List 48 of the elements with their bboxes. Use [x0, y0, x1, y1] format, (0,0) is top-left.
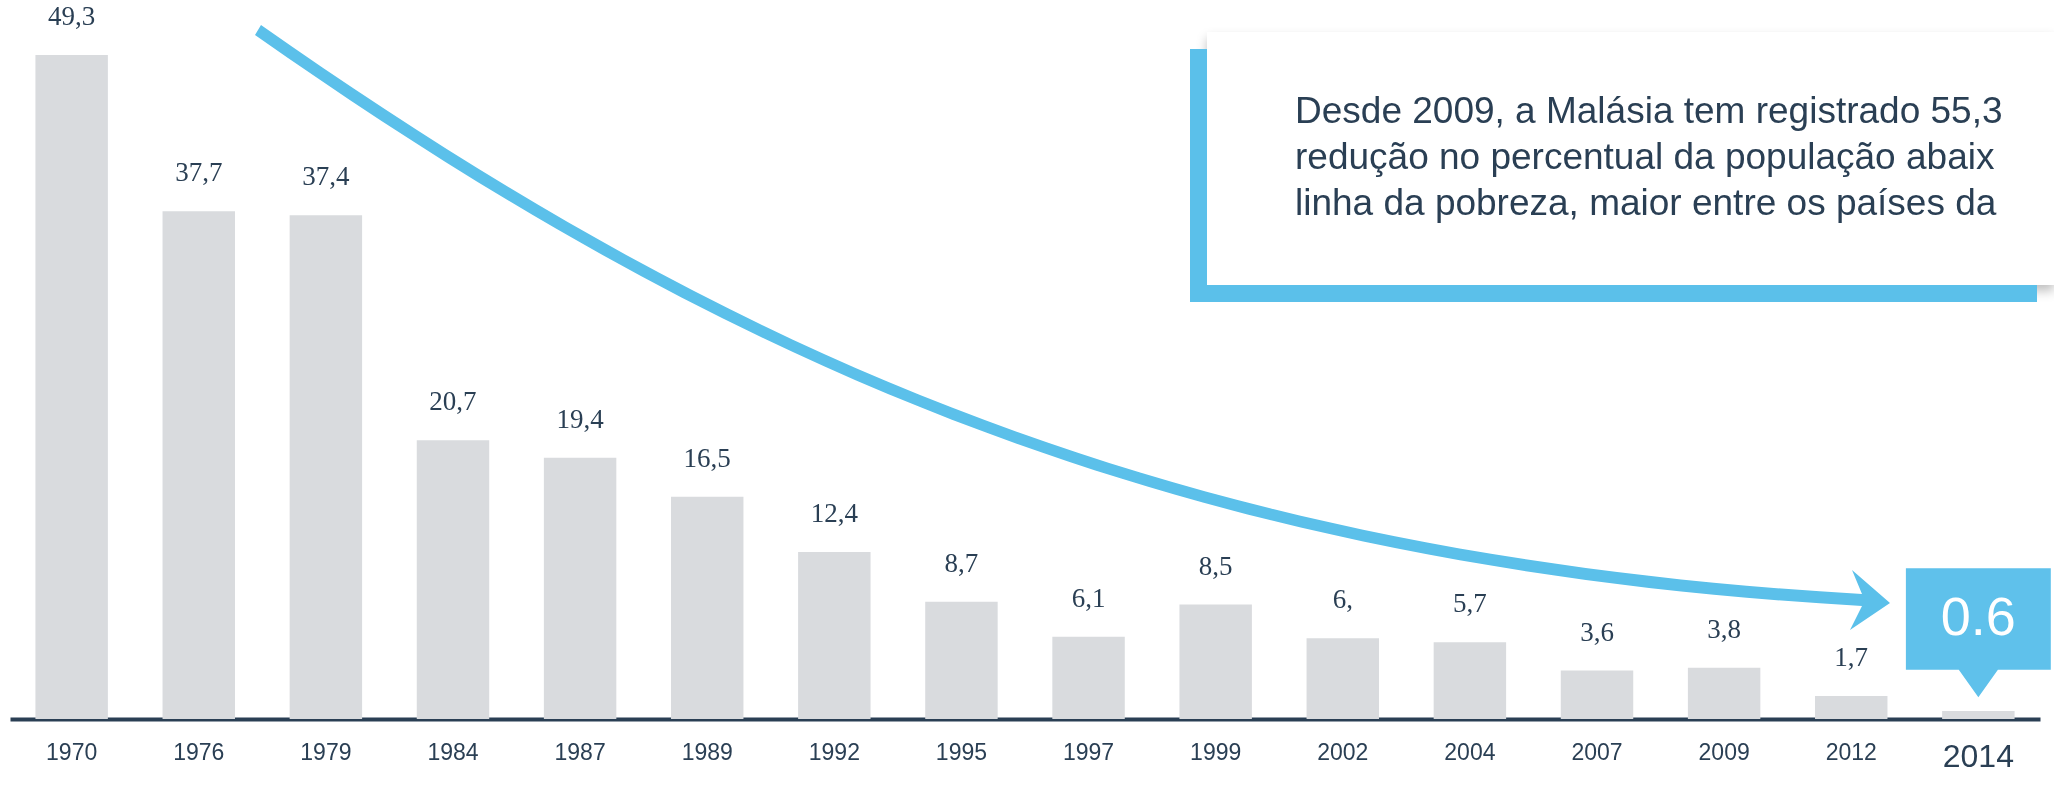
x-tick-label: 2012 [1825, 738, 1877, 765]
data-label: 5,7 [1453, 588, 1487, 619]
bar [162, 211, 235, 719]
data-label: 37,4 [302, 161, 350, 192]
x-tick-label: 2007 [1571, 738, 1623, 765]
x-tick-label: 1989 [681, 738, 733, 765]
bar [543, 457, 617, 719]
data-label: 20,7 [429, 386, 477, 417]
x-tick-label: 1979 [300, 738, 352, 765]
bar [416, 440, 490, 719]
x-tick-label: 1999 [1190, 738, 1242, 765]
x-tick-label: 1987 [554, 738, 606, 765]
data-label: 6,1 [1071, 582, 1106, 613]
bar [1052, 636, 1125, 719]
annotation: 0.6 [1940, 585, 2016, 646]
data-label: 37,7 [175, 157, 223, 188]
bar [1815, 696, 1888, 719]
x-tick-label: 2004 [1444, 738, 1496, 765]
x-tick-label: 1995 [935, 738, 988, 765]
data-label: 3,6 [1580, 616, 1614, 647]
bar [1560, 670, 1634, 719]
data-label: 1,7 [1834, 642, 1869, 673]
bar [35, 55, 108, 719]
data-label: 49,3 [48, 1, 96, 31]
data-label: 6, [1332, 584, 1353, 615]
x-tick-label: 1997 [1062, 738, 1115, 765]
x-tick-label: 2009 [1698, 738, 1750, 765]
x-tick-label: 2002 [1317, 738, 1369, 765]
data-label: 8,5 [1198, 550, 1233, 581]
x-tick-label: 1976 [173, 738, 225, 765]
bar [1942, 710, 2015, 719]
data-label: 19,4 [556, 403, 605, 434]
bar [925, 601, 998, 719]
bar [1433, 642, 1507, 719]
bar [1306, 638, 1380, 719]
bar [1687, 667, 1761, 719]
bar [1179, 604, 1252, 719]
x-tick-label: 1992 [808, 738, 860, 765]
bar [289, 215, 363, 719]
data-label: 12,4 [810, 497, 859, 528]
data-label: 8,7 [944, 547, 979, 578]
data-label: 3,8 [1707, 613, 1741, 644]
x-tick-label: 2014 [1942, 737, 2014, 774]
data-label: 16,5 [683, 442, 731, 473]
x-tick-label: 1970 [46, 738, 98, 765]
bar [798, 551, 871, 719]
bar [670, 496, 744, 719]
x-tick-label: 1984 [427, 738, 479, 765]
